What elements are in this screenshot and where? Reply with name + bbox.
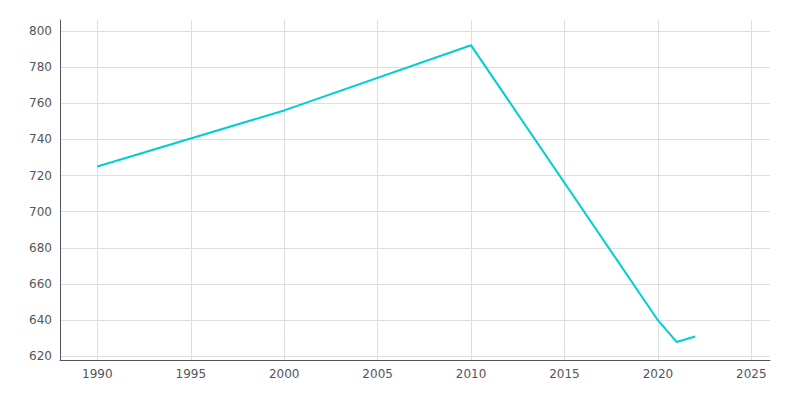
svg-text:720: 720 (29, 169, 52, 183)
svg-text:660: 660 (29, 277, 52, 291)
svg-text:620: 620 (29, 349, 52, 363)
svg-text:700: 700 (29, 205, 52, 219)
svg-text:2015: 2015 (549, 367, 580, 381)
svg-text:2025: 2025 (736, 367, 767, 381)
svg-text:780: 780 (29, 60, 52, 74)
svg-text:740: 740 (29, 132, 52, 146)
svg-text:800: 800 (29, 24, 52, 38)
svg-text:760: 760 (29, 96, 52, 110)
svg-text:2020: 2020 (643, 367, 674, 381)
svg-text:1990: 1990 (82, 367, 113, 381)
svg-text:2000: 2000 (269, 367, 300, 381)
svg-text:640: 640 (29, 313, 52, 327)
svg-text:2005: 2005 (362, 367, 393, 381)
svg-text:680: 680 (29, 241, 52, 255)
svg-text:1995: 1995 (176, 367, 207, 381)
svg-text:2010: 2010 (456, 367, 487, 381)
